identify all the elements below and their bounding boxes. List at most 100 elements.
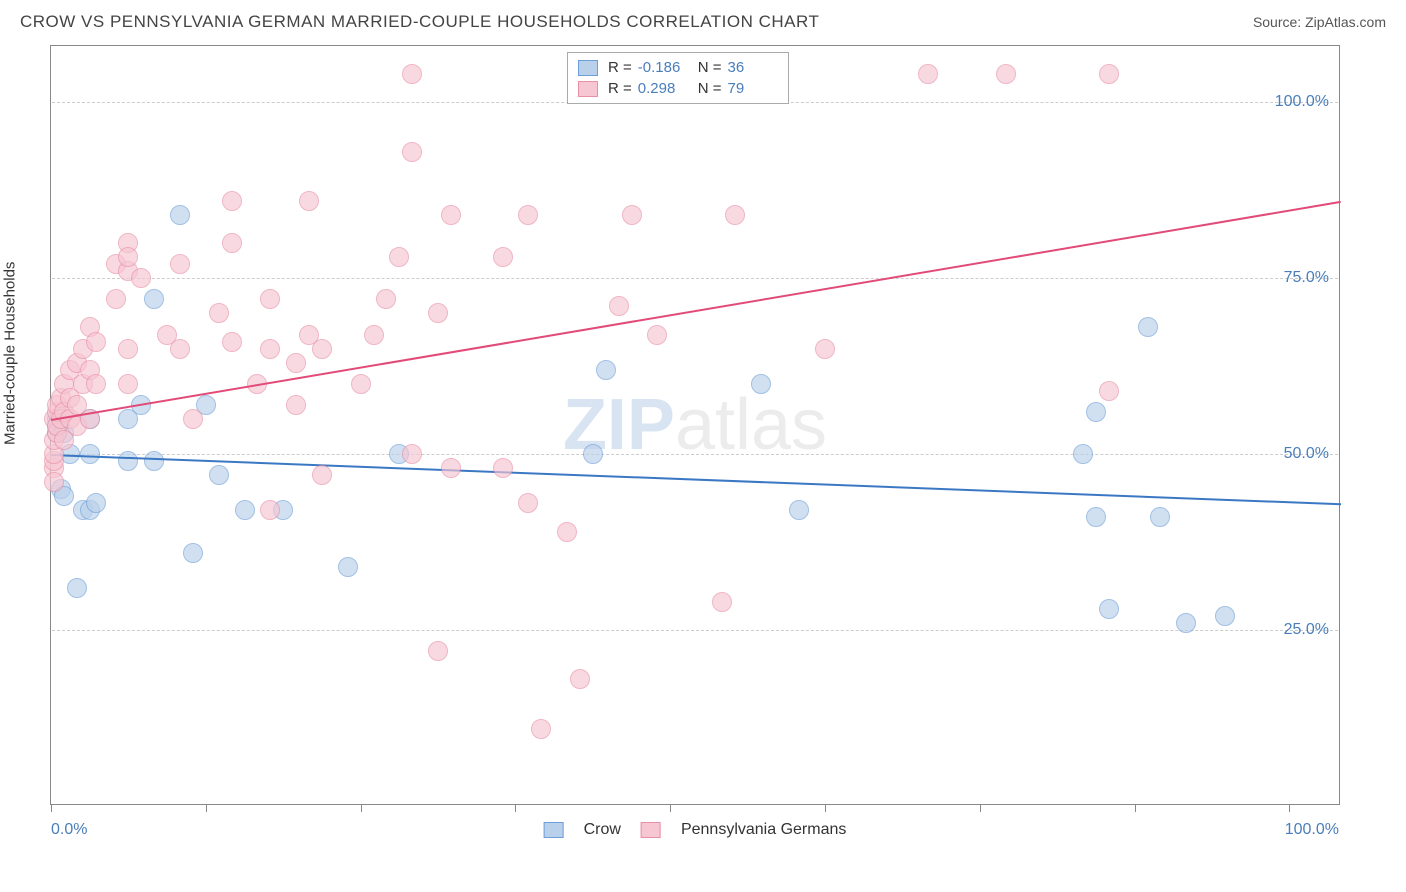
- data-point: [1073, 444, 1093, 464]
- data-point: [1099, 599, 1119, 619]
- data-point: [118, 339, 138, 359]
- stat-n-value: 36: [728, 59, 778, 76]
- data-point: [789, 500, 809, 520]
- data-point: [918, 64, 938, 84]
- stat-r-value: 0.298: [638, 80, 688, 97]
- gridline: [52, 630, 1338, 631]
- data-point: [1086, 507, 1106, 527]
- y-tick-label: 75.0%: [1284, 269, 1329, 287]
- data-point: [260, 289, 280, 309]
- data-point: [1176, 613, 1196, 633]
- data-point: [144, 451, 164, 471]
- data-point: [402, 64, 422, 84]
- data-point: [712, 592, 732, 612]
- bottom-legend: Crow Pennsylvania Germans: [544, 821, 847, 839]
- stat-n-label: N =: [698, 80, 722, 97]
- stat-r-label: R =: [608, 80, 632, 97]
- stat-n-value: 79: [728, 80, 778, 97]
- stats-legend: R = -0.186 N = 36 R = 0.298 N = 79: [567, 52, 789, 104]
- data-point: [1138, 317, 1158, 337]
- trend-line: [51, 454, 1341, 505]
- data-point: [996, 64, 1016, 84]
- data-point: [518, 493, 538, 513]
- data-point: [518, 205, 538, 225]
- data-point: [260, 339, 280, 359]
- data-point: [1099, 64, 1119, 84]
- data-point: [286, 353, 306, 373]
- data-point: [596, 360, 616, 380]
- data-point: [1099, 381, 1119, 401]
- chart-title: CROW VS PENNSYLVANIA GERMAN MARRIED-COUP…: [20, 12, 819, 32]
- data-point: [118, 451, 138, 471]
- data-point: [557, 522, 577, 542]
- data-point: [299, 191, 319, 211]
- stats-legend-row: R = -0.186 N = 36: [578, 57, 778, 78]
- data-point: [493, 247, 513, 267]
- data-point: [209, 303, 229, 323]
- stat-n-label: N =: [698, 59, 722, 76]
- x-tick: [825, 804, 826, 812]
- data-point: [531, 719, 551, 739]
- source-prefix: Source:: [1253, 14, 1305, 30]
- data-point: [428, 303, 448, 323]
- data-point: [647, 325, 667, 345]
- x-tick: [670, 804, 671, 812]
- data-point: [183, 409, 203, 429]
- x-tick: [1135, 804, 1136, 812]
- x-tick: [361, 804, 362, 812]
- data-point: [351, 374, 371, 394]
- legend-swatch: [578, 81, 598, 97]
- data-point: [493, 458, 513, 478]
- data-point: [80, 444, 100, 464]
- data-point: [118, 374, 138, 394]
- data-point: [583, 444, 603, 464]
- data-point: [67, 578, 87, 598]
- plot-area: ZIPatlas Crow Pennsylvania Germans 25.0%…: [50, 45, 1340, 805]
- x-tick: [1289, 804, 1290, 812]
- data-point: [622, 205, 642, 225]
- watermark-atlas: atlas: [675, 385, 827, 465]
- legend-swatch-penn-german: [641, 822, 661, 838]
- y-tick-label: 100.0%: [1275, 93, 1329, 111]
- chart-container: Married-couple Households ZIPatlas Crow …: [20, 45, 1386, 845]
- data-point: [725, 205, 745, 225]
- x-tick: [51, 804, 52, 812]
- trend-line: [51, 201, 1341, 421]
- data-point: [170, 339, 190, 359]
- data-point: [170, 254, 190, 274]
- source-attribution: Source: ZipAtlas.com: [1253, 14, 1386, 30]
- data-point: [260, 500, 280, 520]
- data-point: [312, 465, 332, 485]
- data-point: [235, 500, 255, 520]
- data-point: [106, 289, 126, 309]
- gridline: [52, 454, 1338, 455]
- stats-legend-row: R = 0.298 N = 79: [578, 78, 778, 99]
- legend-label-crow: Crow: [584, 821, 621, 839]
- x-tick: [980, 804, 981, 812]
- data-point: [364, 325, 384, 345]
- legend-label-penn-german: Pennsylvania Germans: [681, 821, 846, 839]
- x-axis-label-right: 100.0%: [1285, 821, 1339, 839]
- y-tick-label: 50.0%: [1284, 445, 1329, 463]
- data-point: [751, 374, 771, 394]
- data-point: [441, 205, 461, 225]
- y-tick-label: 25.0%: [1284, 621, 1329, 639]
- data-point: [222, 191, 242, 211]
- stat-r-value: -0.186: [638, 59, 688, 76]
- x-axis-label-left: 0.0%: [51, 821, 87, 839]
- data-point: [118, 247, 138, 267]
- data-point: [312, 339, 332, 359]
- data-point: [222, 332, 242, 352]
- data-point: [389, 247, 409, 267]
- data-point: [338, 557, 358, 577]
- data-point: [144, 289, 164, 309]
- source-name: ZipAtlas.com: [1305, 14, 1386, 30]
- data-point: [183, 543, 203, 563]
- stat-r-label: R =: [608, 59, 632, 76]
- legend-swatch: [578, 60, 598, 76]
- data-point: [1215, 606, 1235, 626]
- data-point: [1086, 402, 1106, 422]
- data-point: [170, 205, 190, 225]
- data-point: [1150, 507, 1170, 527]
- data-point: [44, 472, 64, 492]
